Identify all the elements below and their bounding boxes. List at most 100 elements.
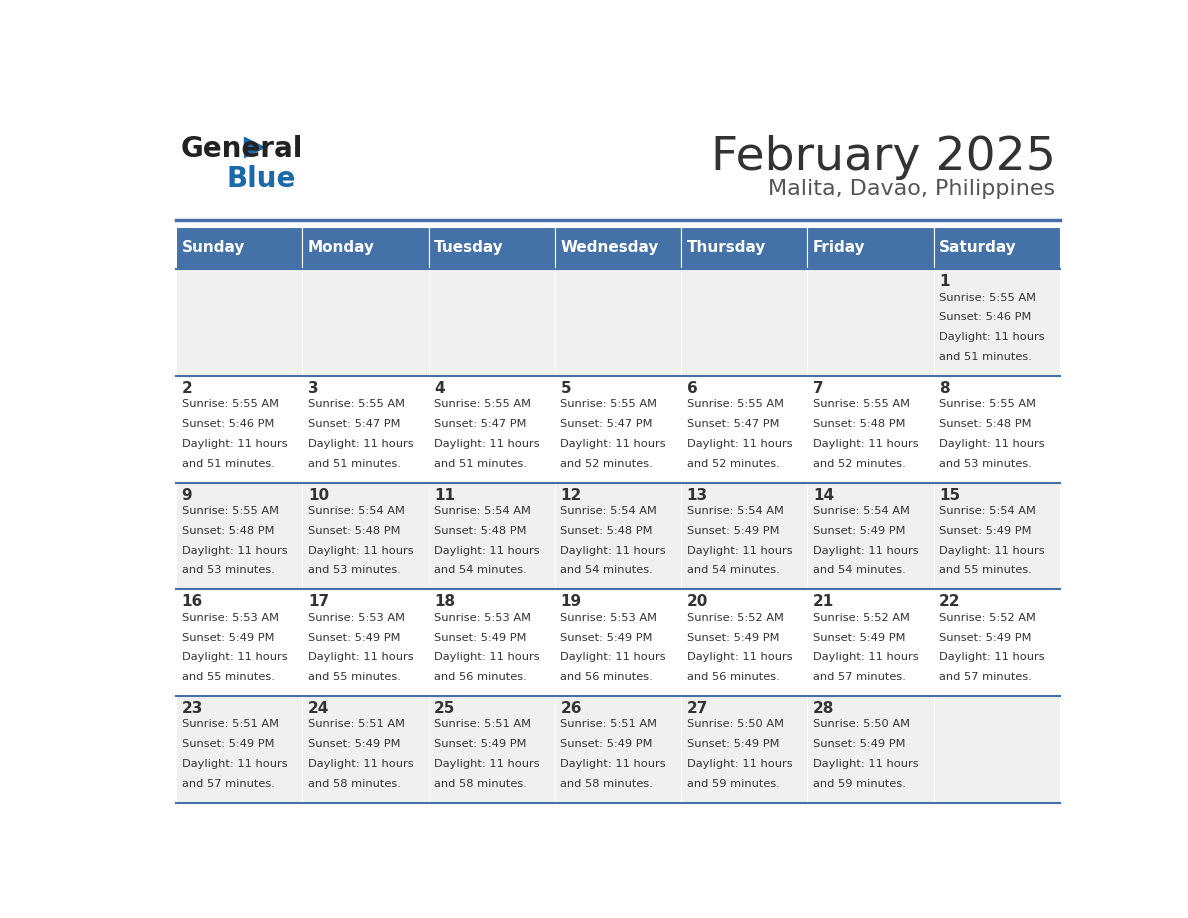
- Text: Daylight: 11 hours: Daylight: 11 hours: [813, 545, 918, 555]
- Bar: [808, 696, 934, 803]
- Bar: [681, 269, 808, 376]
- Text: Daylight: 11 hours: Daylight: 11 hours: [813, 439, 918, 449]
- Text: Blue: Blue: [227, 165, 296, 194]
- Text: Daylight: 11 hours: Daylight: 11 hours: [813, 653, 918, 662]
- Text: Sunrise: 5:52 AM: Sunrise: 5:52 AM: [687, 612, 784, 622]
- Text: Sunset: 5:49 PM: Sunset: 5:49 PM: [182, 739, 274, 749]
- Text: Sunrise: 5:50 AM: Sunrise: 5:50 AM: [813, 720, 910, 730]
- Text: Sunrise: 5:55 AM: Sunrise: 5:55 AM: [434, 399, 531, 409]
- Text: and 56 minutes.: and 56 minutes.: [687, 672, 779, 682]
- Bar: [303, 589, 429, 696]
- Text: Daylight: 11 hours: Daylight: 11 hours: [434, 545, 539, 555]
- Text: and 52 minutes.: and 52 minutes.: [813, 459, 905, 469]
- Bar: [176, 269, 303, 376]
- Text: 17: 17: [308, 594, 329, 610]
- Text: Sunset: 5:49 PM: Sunset: 5:49 PM: [561, 739, 653, 749]
- Text: Sunrise: 5:55 AM: Sunrise: 5:55 AM: [561, 399, 657, 409]
- Text: Daylight: 11 hours: Daylight: 11 hours: [182, 653, 287, 662]
- Text: and 51 minutes.: and 51 minutes.: [434, 459, 527, 469]
- Text: 18: 18: [434, 594, 455, 610]
- Text: and 58 minutes.: and 58 minutes.: [561, 778, 653, 789]
- Text: 11: 11: [434, 487, 455, 503]
- Text: Sunrise: 5:55 AM: Sunrise: 5:55 AM: [940, 399, 1036, 409]
- Bar: [429, 376, 555, 483]
- Text: and 57 minutes.: and 57 minutes.: [182, 778, 274, 789]
- Text: 14: 14: [813, 487, 834, 503]
- Bar: [176, 589, 303, 696]
- Text: Malita, Davao, Philippines: Malita, Davao, Philippines: [769, 179, 1055, 199]
- Bar: [555, 696, 681, 803]
- Text: Monday: Monday: [308, 241, 375, 255]
- Text: and 52 minutes.: and 52 minutes.: [687, 459, 779, 469]
- Text: and 51 minutes.: and 51 minutes.: [940, 352, 1032, 362]
- Bar: [429, 483, 555, 589]
- Text: 4: 4: [434, 381, 444, 396]
- Text: Sunrise: 5:53 AM: Sunrise: 5:53 AM: [308, 612, 405, 622]
- Text: 3: 3: [308, 381, 318, 396]
- Text: 9: 9: [182, 487, 192, 503]
- Bar: [681, 483, 808, 589]
- Text: Sunset: 5:49 PM: Sunset: 5:49 PM: [940, 526, 1031, 536]
- Bar: [555, 483, 681, 589]
- Text: 5: 5: [561, 381, 571, 396]
- Text: Daylight: 11 hours: Daylight: 11 hours: [561, 759, 666, 769]
- Text: and 51 minutes.: and 51 minutes.: [308, 459, 400, 469]
- Text: Daylight: 11 hours: Daylight: 11 hours: [182, 759, 287, 769]
- Bar: [176, 376, 303, 483]
- Text: Sunset: 5:48 PM: Sunset: 5:48 PM: [308, 526, 400, 536]
- Text: 27: 27: [687, 701, 708, 716]
- Bar: [303, 227, 429, 269]
- Text: Daylight: 11 hours: Daylight: 11 hours: [561, 545, 666, 555]
- Text: Daylight: 11 hours: Daylight: 11 hours: [687, 545, 792, 555]
- Text: Sunset: 5:48 PM: Sunset: 5:48 PM: [561, 526, 653, 536]
- Bar: [681, 227, 808, 269]
- Bar: [303, 483, 429, 589]
- Text: Daylight: 11 hours: Daylight: 11 hours: [940, 439, 1045, 449]
- Bar: [429, 589, 555, 696]
- Text: Daylight: 11 hours: Daylight: 11 hours: [308, 439, 413, 449]
- Bar: [555, 227, 681, 269]
- Text: Sunrise: 5:53 AM: Sunrise: 5:53 AM: [182, 612, 279, 622]
- Text: Sunrise: 5:55 AM: Sunrise: 5:55 AM: [687, 399, 784, 409]
- Text: Sunrise: 5:55 AM: Sunrise: 5:55 AM: [308, 399, 405, 409]
- Text: Sunset: 5:49 PM: Sunset: 5:49 PM: [687, 739, 779, 749]
- Text: and 59 minutes.: and 59 minutes.: [687, 778, 779, 789]
- Text: 21: 21: [813, 594, 834, 610]
- Text: Sunrise: 5:51 AM: Sunrise: 5:51 AM: [308, 720, 405, 730]
- Text: Sunset: 5:48 PM: Sunset: 5:48 PM: [813, 419, 905, 429]
- Bar: [303, 269, 429, 376]
- Text: and 54 minutes.: and 54 minutes.: [561, 565, 653, 576]
- Text: Daylight: 11 hours: Daylight: 11 hours: [940, 332, 1045, 342]
- Text: Sunset: 5:48 PM: Sunset: 5:48 PM: [182, 526, 274, 536]
- Bar: [681, 376, 808, 483]
- Text: Sunrise: 5:55 AM: Sunrise: 5:55 AM: [813, 399, 910, 409]
- Text: Sunrise: 5:54 AM: Sunrise: 5:54 AM: [561, 506, 657, 516]
- Text: Daylight: 11 hours: Daylight: 11 hours: [434, 759, 539, 769]
- Text: Daylight: 11 hours: Daylight: 11 hours: [182, 545, 287, 555]
- Bar: [808, 269, 934, 376]
- Text: and 53 minutes.: and 53 minutes.: [940, 459, 1032, 469]
- Text: Sunset: 5:49 PM: Sunset: 5:49 PM: [308, 633, 400, 643]
- Text: Sunrise: 5:55 AM: Sunrise: 5:55 AM: [182, 399, 279, 409]
- Text: 8: 8: [940, 381, 950, 396]
- Text: Sunrise: 5:54 AM: Sunrise: 5:54 AM: [687, 506, 784, 516]
- Text: General: General: [181, 135, 303, 162]
- Bar: [934, 589, 1060, 696]
- Text: Sunrise: 5:55 AM: Sunrise: 5:55 AM: [940, 293, 1036, 303]
- Text: Sunset: 5:49 PM: Sunset: 5:49 PM: [813, 526, 905, 536]
- Bar: [934, 269, 1060, 376]
- Text: 6: 6: [687, 381, 697, 396]
- Text: 24: 24: [308, 701, 329, 716]
- Text: and 55 minutes.: and 55 minutes.: [308, 672, 400, 682]
- Text: Wednesday: Wednesday: [561, 241, 659, 255]
- Text: Sunrise: 5:54 AM: Sunrise: 5:54 AM: [940, 506, 1036, 516]
- Text: Sunset: 5:49 PM: Sunset: 5:49 PM: [308, 739, 400, 749]
- Text: and 56 minutes.: and 56 minutes.: [561, 672, 653, 682]
- Bar: [934, 227, 1060, 269]
- Text: 20: 20: [687, 594, 708, 610]
- Text: and 58 minutes.: and 58 minutes.: [308, 778, 400, 789]
- Text: Sunset: 5:49 PM: Sunset: 5:49 PM: [813, 739, 905, 749]
- Bar: [429, 696, 555, 803]
- Text: Sunrise: 5:51 AM: Sunrise: 5:51 AM: [561, 720, 657, 730]
- Text: Friday: Friday: [813, 241, 866, 255]
